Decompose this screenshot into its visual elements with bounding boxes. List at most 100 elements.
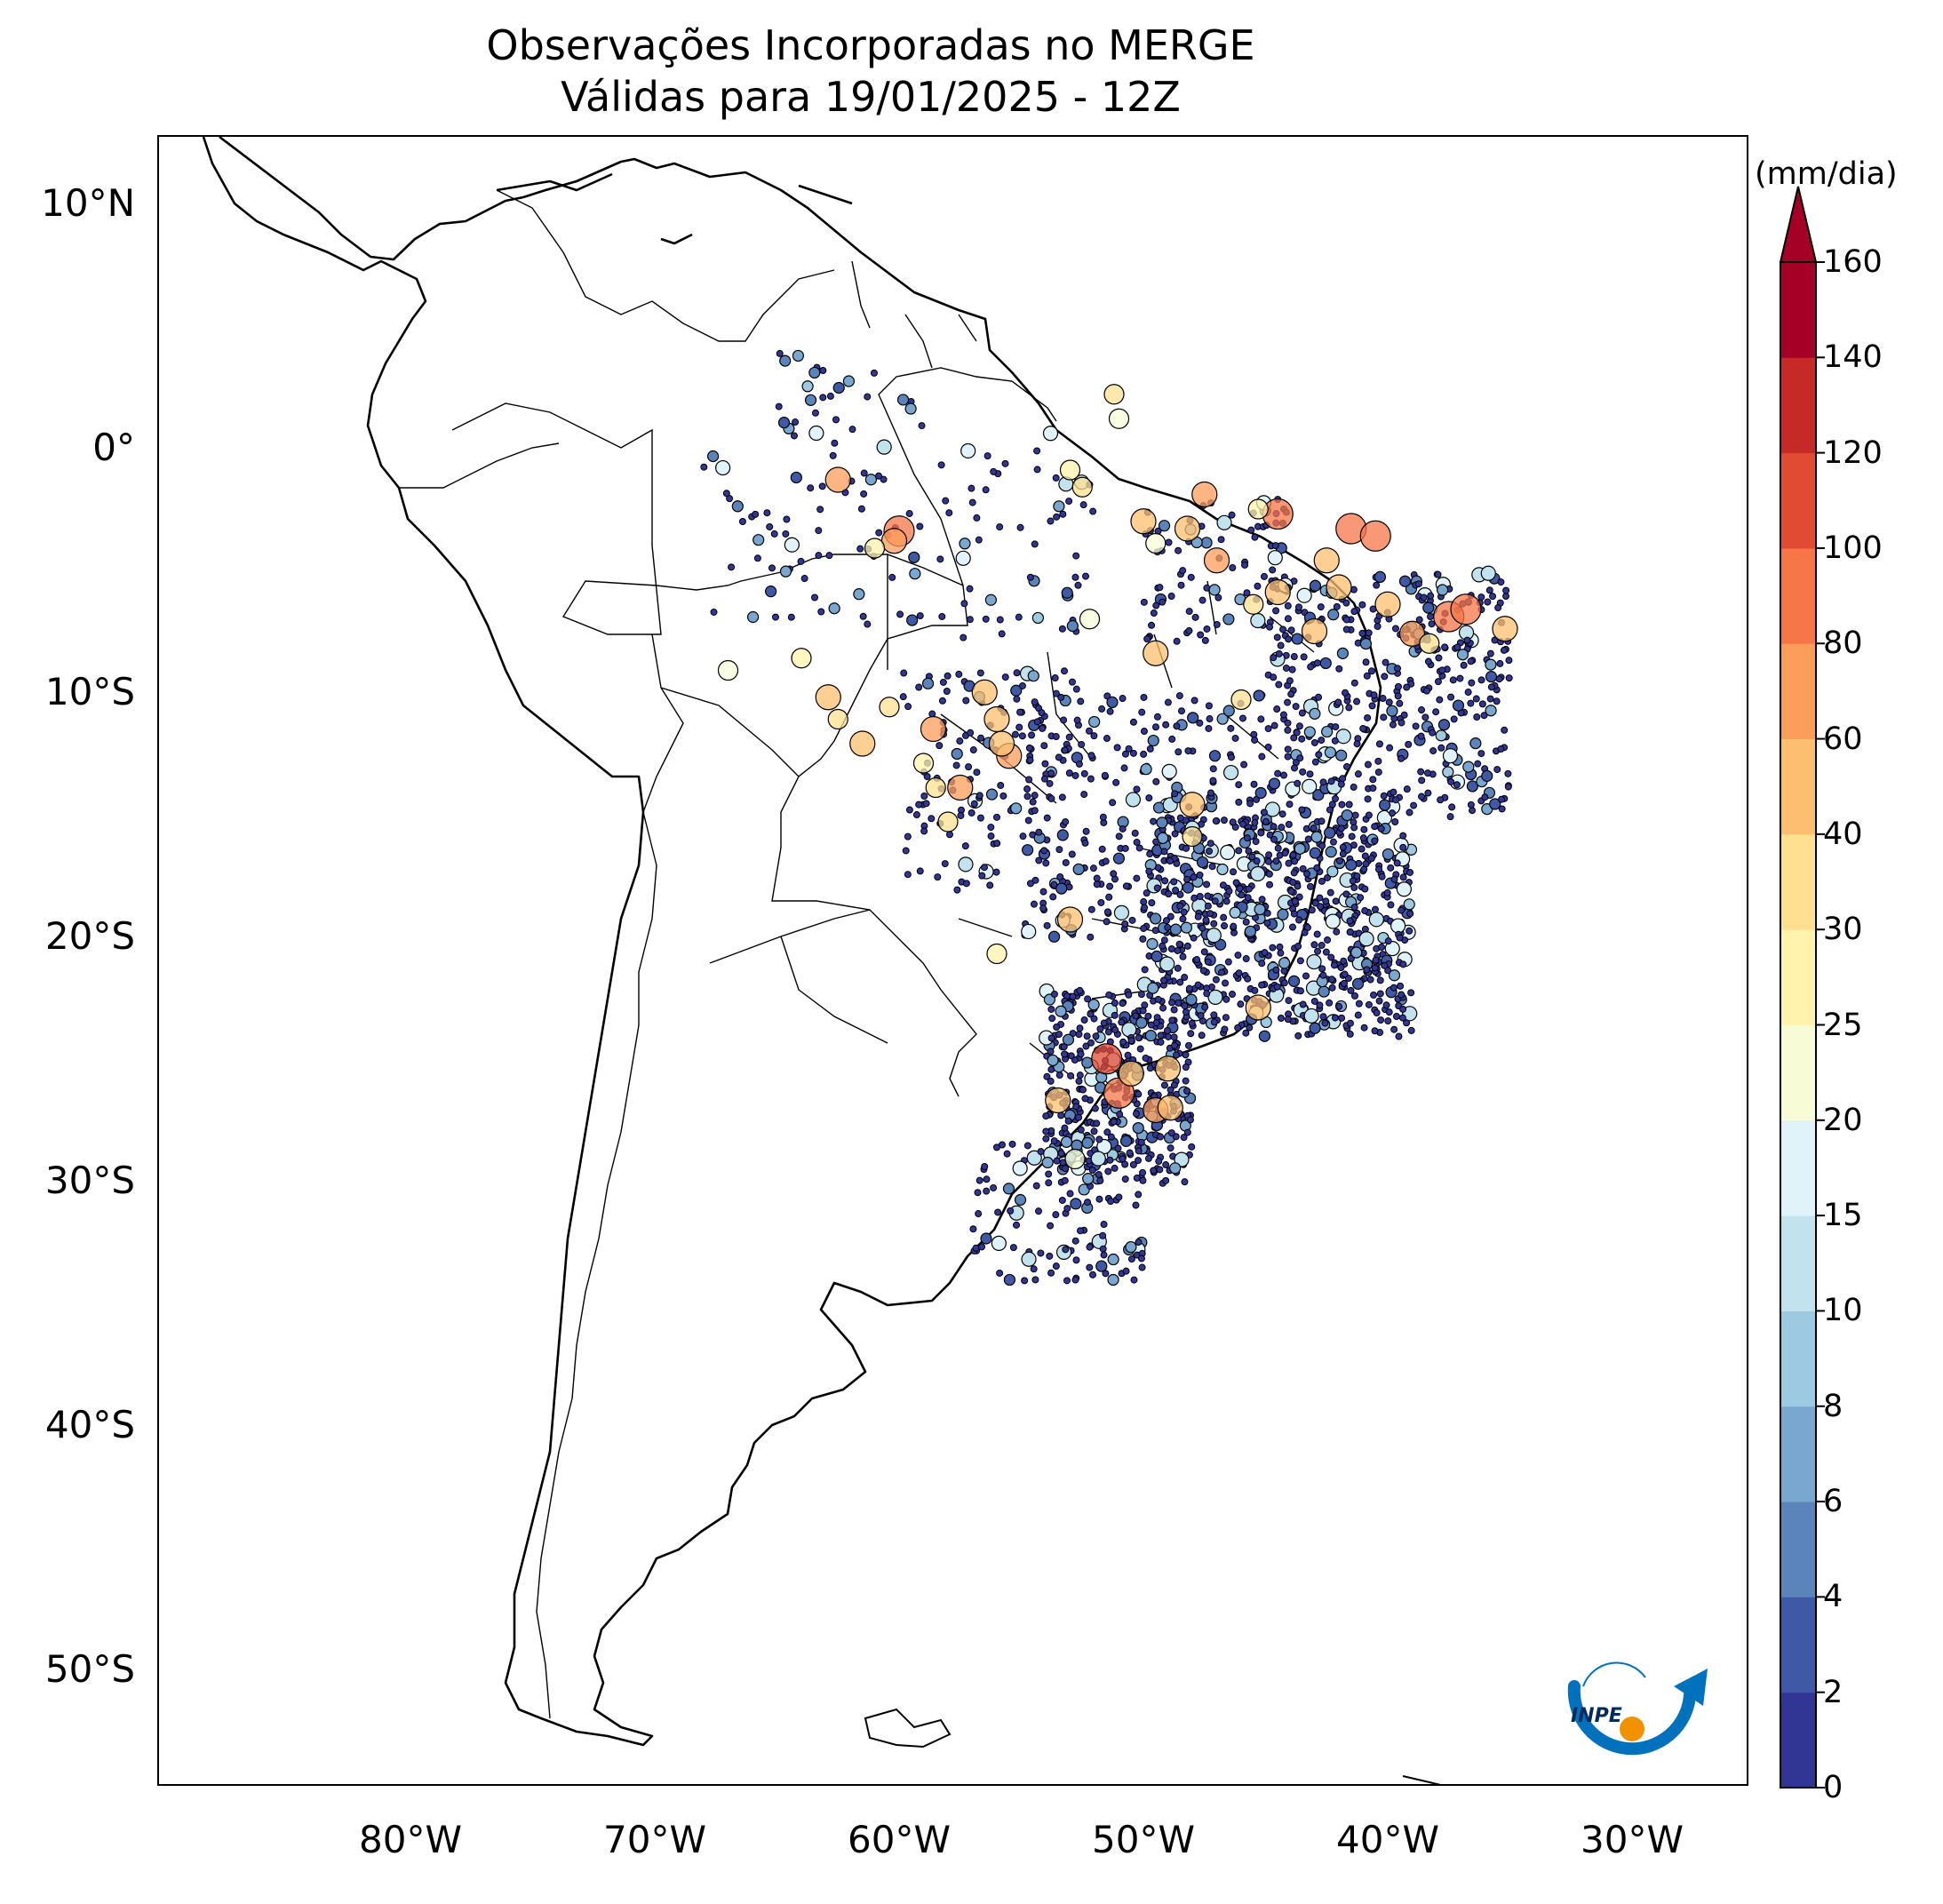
station-point: [1366, 976, 1374, 984]
station-point: [1264, 743, 1272, 751]
station-point: [1127, 1255, 1135, 1263]
station-point: [1220, 913, 1228, 921]
station-point: [1250, 780, 1258, 788]
station-point: [1203, 880, 1211, 888]
station-point: [1087, 752, 1095, 760]
station-point: [1111, 1026, 1119, 1034]
station-point: [1325, 913, 1341, 929]
station-point: [1183, 875, 1191, 883]
station-point: [1202, 916, 1210, 924]
station-point: [1099, 813, 1107, 821]
station-point: [1052, 689, 1060, 697]
station-point: [1030, 1265, 1038, 1273]
station-point: [1372, 956, 1380, 964]
station-point: [1153, 713, 1161, 721]
station-point: [1141, 966, 1149, 974]
station-point: [1339, 850, 1347, 858]
station-point: [1164, 698, 1172, 706]
station-point: [1396, 934, 1404, 942]
station-point: [1253, 857, 1261, 865]
station-point: [1467, 657, 1475, 665]
station-point: [1182, 1051, 1190, 1059]
station-point: [1026, 573, 1034, 581]
station-point: [1296, 754, 1304, 762]
station-point: [797, 557, 805, 565]
station-point: [975, 1210, 983, 1218]
station-point: [1196, 719, 1204, 727]
station-point: [896, 610, 904, 618]
station-point: [1293, 729, 1301, 737]
station-point: [1024, 817, 1032, 825]
station-point: [1061, 1176, 1069, 1184]
station-point: [1310, 941, 1318, 949]
station-point: [1284, 698, 1292, 706]
station-point: [1179, 567, 1187, 575]
station-point: [1273, 983, 1281, 991]
station-point: [1015, 613, 1023, 621]
station-point: [1285, 820, 1293, 828]
station-point: [1242, 1029, 1250, 1037]
station-point: [1435, 654, 1443, 662]
station-point: [1489, 798, 1501, 810]
south-georgia-island: [1402, 1775, 1441, 1784]
station-point: [1133, 1174, 1141, 1182]
station-point: [1157, 1038, 1165, 1046]
station-point: [1075, 1113, 1083, 1121]
station-point: [1397, 982, 1405, 990]
station-point: [968, 498, 976, 506]
station-point: [1279, 625, 1287, 633]
station-point: [1084, 1199, 1092, 1207]
station-point: [1437, 719, 1451, 731]
colorbar-tick-label: 15: [1823, 1198, 1863, 1234]
station-point: [1201, 636, 1209, 644]
station-point: [1150, 609, 1158, 617]
station-point: [1112, 852, 1126, 864]
station-point: [1182, 1008, 1190, 1016]
station-point: [1236, 885, 1244, 893]
station-point: [1318, 841, 1326, 849]
longitude-tick-label: 80°W: [359, 1818, 462, 1861]
station-point: [939, 678, 947, 686]
station-point: [1160, 848, 1168, 856]
station-point: [1337, 825, 1345, 833]
station-point: [815, 552, 823, 560]
colorbar-tick-label: 160: [1823, 244, 1883, 280]
station-point: [1196, 871, 1204, 879]
station-point: [1171, 790, 1179, 798]
station-point: [1393, 859, 1401, 867]
station-point: [1429, 747, 1437, 755]
station-point: [790, 471, 802, 484]
station-point: [1206, 715, 1214, 723]
station-point: [1417, 732, 1425, 740]
station-point: [1337, 964, 1345, 972]
station-point: [1290, 869, 1298, 877]
station-point: [921, 677, 935, 689]
station-point-high: [1230, 689, 1252, 711]
station-point: [1328, 976, 1336, 984]
colorbar-segment: [1780, 738, 1816, 835]
station-point: [1053, 513, 1061, 521]
station-point: [1049, 893, 1057, 901]
station-point-high: [1243, 594, 1264, 615]
station-point: [1088, 1271, 1096, 1279]
station-point: [1250, 865, 1266, 882]
station-point: [1279, 711, 1287, 719]
station-point: [1090, 732, 1098, 740]
colombia-border: [451, 402, 653, 546]
station-point: [752, 510, 760, 518]
station-point: [1181, 974, 1189, 982]
station-point: [1367, 667, 1375, 675]
colorbar-tick-label: 140: [1823, 339, 1883, 376]
station-point: [1504, 783, 1512, 791]
station-point: [1119, 1135, 1133, 1147]
station-point: [1310, 825, 1318, 833]
station-point: [1179, 952, 1187, 960]
station-point: [1410, 801, 1418, 809]
station-point: [1031, 1276, 1039, 1284]
station-point: [1270, 721, 1278, 729]
station-point: [1282, 664, 1290, 672]
station-point: [826, 392, 834, 400]
station-point: [1428, 620, 1436, 628]
station-point: [1375, 997, 1383, 1005]
station-point: [1042, 1135, 1050, 1143]
